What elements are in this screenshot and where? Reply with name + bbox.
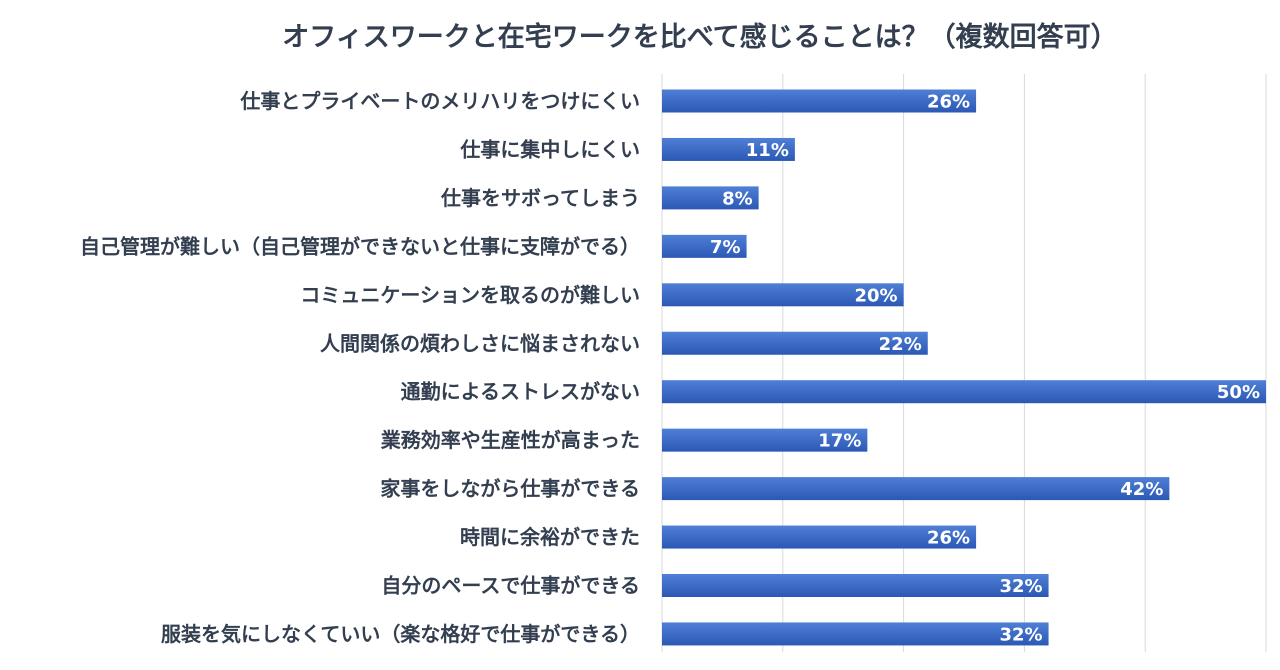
bar-value-label: 26% — [927, 92, 970, 113]
bars — [662, 89, 1266, 646]
bar-value-label: 42% — [1120, 479, 1163, 500]
bar — [662, 331, 928, 355]
bar — [662, 137, 795, 161]
category-label: コミュニケーションを取るのが難しい — [300, 283, 640, 307]
bar — [662, 234, 747, 258]
bar — [662, 186, 759, 210]
bar — [662, 428, 868, 452]
bar-value-label: 20% — [855, 285, 898, 306]
data-labels: 26% 11% 8% 7% 20% 22% 50% 17% 42% 26% 32% 32% — [710, 92, 1260, 646]
bar — [662, 574, 1049, 597]
bar — [662, 525, 977, 549]
bar-value-label: 32% — [999, 624, 1042, 645]
bar — [662, 477, 1170, 501]
bar — [662, 380, 1266, 404]
bar-value-label: 32% — [999, 576, 1042, 597]
category-label: 仕事とプライベートのメリハリをつけにくい — [239, 89, 640, 113]
category-label: 業務効率や生産性が高まった — [381, 428, 640, 452]
chart-title: オフィスワークと在宅ワークを比べて感じることは？（複数回答可） — [282, 21, 1117, 53]
category-labels: 仕事とプライベートのメリハリをつけにくい仕事に集中しにくい仕事をサボってしまう自… — [80, 89, 640, 646]
category-label: 通勤によるストレスがない — [401, 380, 640, 404]
bar-value-label: 11% — [746, 140, 789, 161]
bar — [662, 89, 977, 113]
category-label: 服装を気にしなくていい（楽な格好で仕事ができる） — [161, 622, 640, 646]
category-label: 家事をしながら仕事ができる — [380, 477, 640, 501]
bar-value-label: 17% — [818, 431, 861, 452]
category-label: 仕事に集中しにくい — [459, 137, 640, 161]
category-label: 仕事をサボってしまう — [440, 186, 640, 210]
bar-value-label: 26% — [927, 528, 970, 549]
category-label: 自分のペースで仕事ができる — [381, 574, 640, 598]
bar — [662, 622, 1049, 646]
category-label: 自己管理が難しい（自己管理ができないと仕事に支障がでる） — [80, 234, 640, 258]
bar-value-label: 7% — [710, 237, 741, 258]
bar-value-label: 50% — [1217, 382, 1260, 403]
category-label: 時間に余裕ができた — [460, 525, 640, 549]
bar-value-label: 8% — [722, 188, 753, 209]
bar-value-label: 22% — [879, 334, 922, 355]
bar — [662, 283, 904, 307]
category-label: 人間関係の煩わしさに悩まされない — [320, 331, 640, 355]
gridlines — [661, 74, 1267, 652]
